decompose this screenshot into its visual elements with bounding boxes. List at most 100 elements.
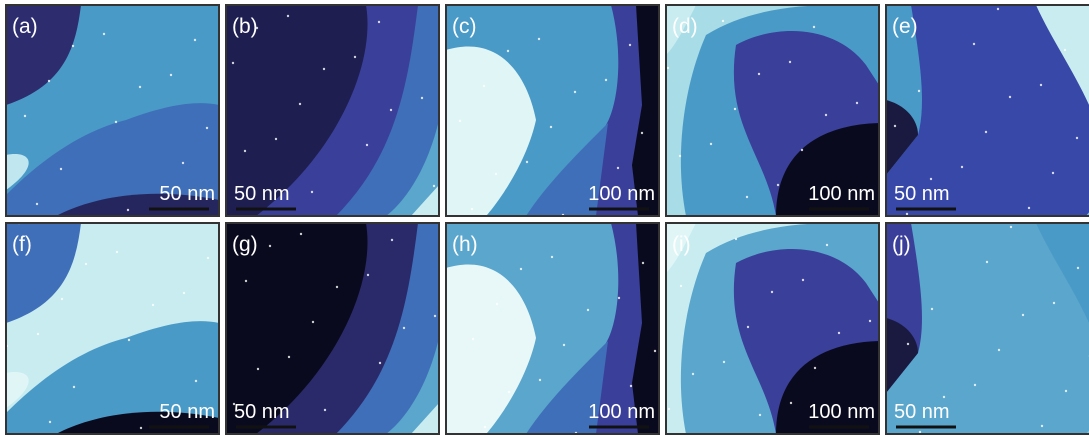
adatom <box>482 84 486 88</box>
adatom <box>1051 171 1055 175</box>
adatom <box>562 343 566 347</box>
scale-label: 100 nm <box>808 401 875 423</box>
adatom <box>550 255 554 259</box>
adatom <box>1039 83 1043 87</box>
scale-label: 50 nm <box>234 183 290 205</box>
adatom <box>60 297 64 301</box>
image <box>886 223 1089 434</box>
panel-label: (e) <box>892 15 918 38</box>
adatom <box>458 119 462 123</box>
adatom <box>182 291 186 295</box>
adatom <box>268 244 272 248</box>
panel-border <box>665 4 880 217</box>
adatom <box>653 349 657 353</box>
image <box>226 5 439 216</box>
terrace <box>666 223 696 273</box>
adatom <box>1052 301 1056 305</box>
adatom <box>181 161 185 165</box>
adatom <box>506 49 510 53</box>
adatom <box>1027 206 1031 210</box>
adatom <box>389 108 393 112</box>
adatom <box>640 131 644 135</box>
terrace <box>776 123 879 216</box>
adatom <box>691 372 695 376</box>
panel-border <box>445 4 660 217</box>
panel-border <box>5 4 220 217</box>
terrace <box>6 372 29 408</box>
scale-label: 50 nm <box>894 183 950 205</box>
adatom <box>402 326 406 330</box>
adatom <box>519 267 523 271</box>
adatom <box>812 25 816 29</box>
terrace <box>6 321 219 434</box>
adatom <box>893 124 897 128</box>
adatom <box>433 314 437 318</box>
adatom <box>232 402 236 406</box>
adatom <box>115 250 119 254</box>
terrace <box>6 223 81 323</box>
scale-label: 100 nm <box>808 183 875 205</box>
adatom <box>378 361 382 365</box>
terrace <box>336 223 439 434</box>
adatom <box>960 165 964 169</box>
panel: (f) 50 nm <box>5 222 220 435</box>
adatom <box>335 285 339 289</box>
terrace <box>6 103 219 216</box>
adatom <box>126 208 130 212</box>
adatom <box>169 73 173 77</box>
adatom <box>1076 266 1080 270</box>
adatom <box>286 14 290 18</box>
terrace <box>1036 5 1089 105</box>
adatom <box>996 7 1000 11</box>
terrace <box>526 123 608 216</box>
adatom <box>733 107 737 111</box>
panel-border <box>445 222 660 435</box>
panel-border <box>5 222 220 435</box>
adatom <box>36 332 40 336</box>
adatom <box>770 290 774 294</box>
image <box>666 5 879 216</box>
adatom <box>721 19 725 23</box>
adatom <box>255 26 259 30</box>
panel-border <box>665 222 880 435</box>
adatom <box>942 395 946 399</box>
adatom <box>432 184 436 188</box>
adatom <box>102 32 106 36</box>
adatom <box>666 66 670 70</box>
adatom <box>298 102 302 106</box>
terrace <box>336 5 439 216</box>
image <box>446 223 659 434</box>
adatom <box>322 67 326 71</box>
adatom <box>538 378 542 382</box>
panel-label: (a) <box>12 15 38 38</box>
panel: (d) 100 nm <box>665 4 880 217</box>
adatom <box>193 38 197 42</box>
adatom <box>667 407 671 411</box>
adatom <box>35 202 39 206</box>
panel: (e) 50 nm <box>885 4 1089 217</box>
adatom <box>23 114 27 118</box>
adatom <box>1021 313 1025 317</box>
adatom <box>287 355 291 359</box>
adatom <box>917 89 921 93</box>
adatom <box>72 385 76 389</box>
terrace <box>446 46 536 216</box>
adatom <box>525 160 529 164</box>
adatom <box>311 320 315 324</box>
adatom <box>837 331 841 335</box>
terrace <box>386 120 439 216</box>
terrace <box>411 403 439 434</box>
adatom <box>973 383 977 387</box>
panel: (a) 50 nm <box>5 4 220 217</box>
adatom <box>471 337 475 341</box>
image <box>6 5 219 216</box>
adatom <box>243 149 247 153</box>
adatom <box>997 348 1001 352</box>
adatom <box>1008 95 1012 99</box>
adatom <box>377 20 381 24</box>
adatom <box>972 42 976 46</box>
terrace <box>386 338 439 434</box>
adatom <box>985 260 989 264</box>
panel: (g) 50 nm <box>225 222 440 435</box>
